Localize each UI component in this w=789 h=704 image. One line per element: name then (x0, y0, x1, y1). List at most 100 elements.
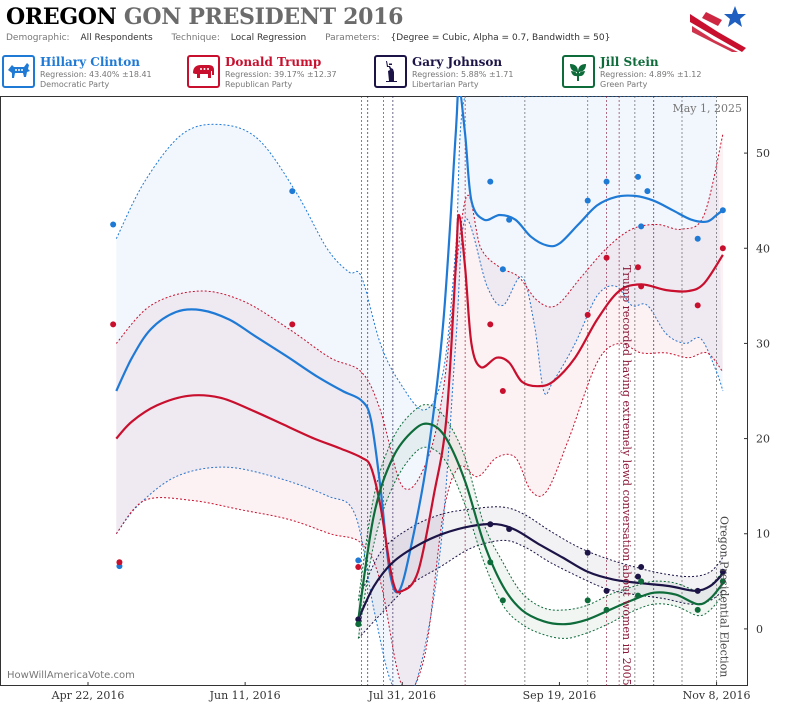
poll-point-2 (694, 587, 701, 594)
poll-point-3 (603, 606, 610, 613)
date-label: May 1, 2025 (672, 102, 742, 115)
x-tick-label: Jul 31, 2016 (368, 689, 437, 702)
poll-point-3 (694, 606, 701, 613)
page-title: OREGON GON PRESIDENT 2016 (6, 4, 403, 30)
poll-point-0 (499, 266, 506, 273)
y-tick-label: 40 (756, 242, 770, 255)
poll-point-1 (499, 388, 506, 394)
candidate-party: Republican Party (225, 80, 293, 89)
poll-point-1 (694, 302, 701, 309)
poll-point-3 (487, 559, 494, 566)
poll-point-3 (499, 597, 506, 604)
poll-point-2 (719, 568, 726, 575)
poll-point-1 (584, 311, 591, 318)
band-fill-2 (358, 506, 723, 639)
technique-value: Local Regression (230, 33, 307, 43)
band-fill-3 (358, 404, 723, 639)
x-tick-label: Nov 8, 2016 (683, 689, 751, 702)
candidate-party: Green Party (600, 80, 648, 89)
poll-point-0 (644, 188, 651, 195)
poll-point-2 (638, 564, 645, 571)
poll-point-2 (635, 573, 641, 580)
legend-stein: Jill Stein Regression: 4.89% ±1.12 Green… (562, 55, 742, 92)
candidate-regression: Regression: 4.89% ±1.12 (600, 70, 702, 79)
poll-point-2 (355, 616, 362, 623)
confidence-bands (115, 96, 724, 686)
parameters-row: Demographic: All Respondents Technique: … (6, 33, 626, 43)
poll-point-1 (487, 321, 494, 328)
poll-point-3 (584, 597, 591, 604)
x-tick-label: Sep 19, 2016 (523, 689, 597, 702)
annotation-0: Trump recorded having extremely lewd con… (620, 265, 633, 686)
poll-point-1 (603, 254, 610, 261)
candidate-name: Hillary Clinton (40, 55, 140, 69)
title-state: OREGON (6, 4, 117, 30)
technique-label: Technique: (171, 33, 220, 43)
annotation-1: Oregon Presidential Election (718, 516, 731, 677)
band-upper-1 (115, 133, 724, 490)
liberty-statue-icon (374, 55, 407, 88)
legend-clinton: Hillary Clinton Regression: 43.40% ±18.4… (2, 55, 182, 92)
candidate-regression: Regression: 5.88% ±1.71 (412, 70, 514, 79)
y-tick-label: 10 (756, 528, 770, 541)
poll-point-1 (635, 264, 641, 271)
candidate-name: Gary Johnson (412, 55, 503, 69)
x-tick-label: Apr 22, 2016 (51, 689, 125, 702)
demographic-label: Demographic: (6, 33, 70, 43)
chart-header: OREGON GON PRESIDENT 2016 Demographic: A… (0, 0, 789, 95)
band-lower-3 (357, 446, 724, 639)
plot-frame (0, 96, 748, 686)
series-line-0 (115, 96, 724, 594)
candidate-party: Democratic Party (40, 80, 110, 89)
poll-point-1 (355, 564, 362, 571)
poll-point-2 (487, 521, 494, 528)
donkey-icon (2, 55, 35, 88)
annotations: May 1, 2025 HowWillAmericaVote.com Trump… (7, 102, 742, 686)
poll-point-0 (638, 223, 645, 230)
axis-ticks: 0 10 20 30 40 50 Apr 22, 2016 Jun 11, 2016 Jul 3… (51, 147, 770, 702)
poll-point-1 (110, 321, 117, 328)
poll-point-2 (603, 587, 610, 594)
y-tick-label: 20 (756, 433, 770, 446)
band-lower-0 (115, 218, 724, 686)
poll-point-1 (719, 245, 726, 252)
candidate-name: Jill Stein (600, 55, 659, 69)
band-upper-2 (357, 506, 724, 601)
band-upper-0 (115, 96, 717, 411)
candidate-party: Libertarian Party (412, 80, 479, 89)
parameters-label: Parameters: (325, 33, 380, 43)
band-fill-0 (116, 96, 723, 686)
band-fill-1 (116, 134, 723, 686)
poll-point-0 (289, 188, 296, 195)
elephant-icon (187, 55, 220, 88)
series-line-3 (357, 422, 724, 626)
legend-johnson: Gary Johnson Regression: 5.88% ±1.71 Lib… (374, 55, 554, 92)
poll-point-0 (355, 557, 362, 564)
title-race: GON PRESIDENT 2016 (123, 4, 404, 30)
band-lower-2 (357, 539, 724, 639)
regression-lines (115, 96, 724, 626)
poll-point-0 (110, 221, 117, 228)
poll-point-1 (116, 559, 123, 566)
legend-trump: Donald Trump Regression: 39.17% ±12.37 R… (187, 55, 367, 92)
poll-point-2 (506, 525, 513, 532)
poll-points (110, 173, 726, 628)
poll-point-0 (635, 173, 641, 180)
watermark: HowWillAmericaVote.com (7, 670, 135, 681)
y-tick-label: 0 (756, 623, 763, 636)
plot-border (0, 96, 748, 686)
poll-point-0 (694, 235, 701, 242)
candidate-name: Donald Trump (225, 55, 322, 69)
series-line-1 (115, 213, 724, 594)
poll-point-0 (487, 178, 494, 185)
poll-point-0 (719, 207, 726, 214)
poll-point-0 (506, 216, 513, 223)
leaf-icon (562, 55, 595, 88)
poll-point-1 (289, 321, 296, 328)
site-logo (690, 6, 746, 52)
poll-point-0 (584, 197, 591, 204)
demographic-value: All Respondents (80, 33, 153, 43)
poll-point-3 (638, 578, 645, 585)
poll-point-1 (638, 283, 645, 290)
poll-point-2 (584, 549, 591, 556)
